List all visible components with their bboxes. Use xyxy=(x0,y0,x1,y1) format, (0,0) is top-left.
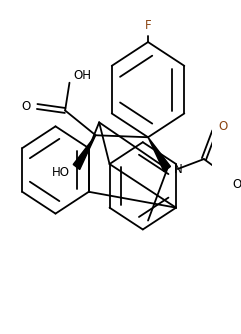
Text: F: F xyxy=(145,19,151,32)
Text: N: N xyxy=(174,163,183,176)
Text: OH: OH xyxy=(73,69,91,82)
Polygon shape xyxy=(73,135,96,170)
Text: O: O xyxy=(219,120,228,133)
Polygon shape xyxy=(148,137,170,172)
Text: O: O xyxy=(21,100,30,113)
Text: O: O xyxy=(233,178,241,191)
Text: HO: HO xyxy=(52,166,70,179)
